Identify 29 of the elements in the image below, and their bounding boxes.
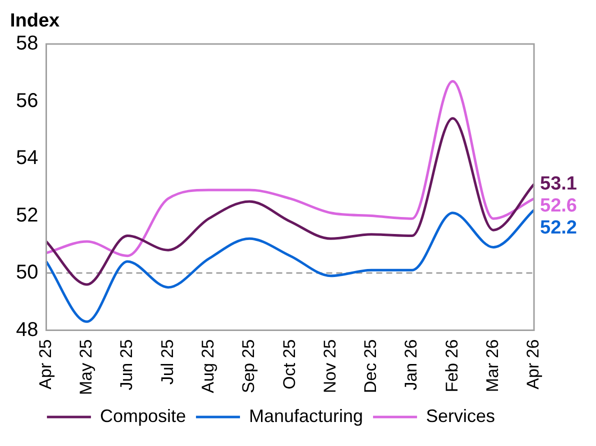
x-tick-label: Apr 25 — [36, 339, 55, 390]
line-series — [44, 117, 536, 286]
legend-label: Services — [426, 406, 496, 426]
x-tick-label: Sep 25 — [239, 339, 258, 394]
y-tick-label: 56 — [16, 90, 38, 112]
legend-label: Composite — [100, 406, 186, 426]
y-tick-label: 54 — [16, 147, 38, 170]
y-tick-label: 48 — [16, 318, 38, 341]
data-label: 53.1 — [540, 174, 578, 194]
data-label: 52.2 — [540, 218, 577, 238]
x-tick-label: Aug 25 — [198, 339, 218, 394]
x-tick-label: Jul 25 — [158, 339, 177, 385]
line-series — [44, 208, 536, 323]
x-tick-label: Oct 25 — [280, 339, 299, 390]
x-tick-label: Dec 25 — [361, 339, 380, 394]
x-tick-label: Feb 26 — [442, 339, 462, 392]
x-tick-label: May 25 — [76, 339, 96, 395]
y-tick-label: 50 — [16, 262, 38, 284]
y-tick-label: 52 — [16, 204, 38, 226]
data-label: 52.6 — [540, 196, 577, 216]
x-tick-label: Jun 25 — [117, 339, 136, 390]
x-tick-label: Mar 26 — [483, 339, 502, 392]
y-axis-title: Index — [10, 10, 60, 32]
legend-label: Manufacturing — [248, 406, 364, 426]
line-series — [44, 80, 536, 258]
x-tick-label: Nov 25 — [320, 339, 340, 394]
x-tick-label: Apr 26 — [524, 339, 543, 390]
x-tick-label: Jan 26 — [402, 339, 421, 390]
y-tick-label: 58 — [16, 32, 38, 55]
